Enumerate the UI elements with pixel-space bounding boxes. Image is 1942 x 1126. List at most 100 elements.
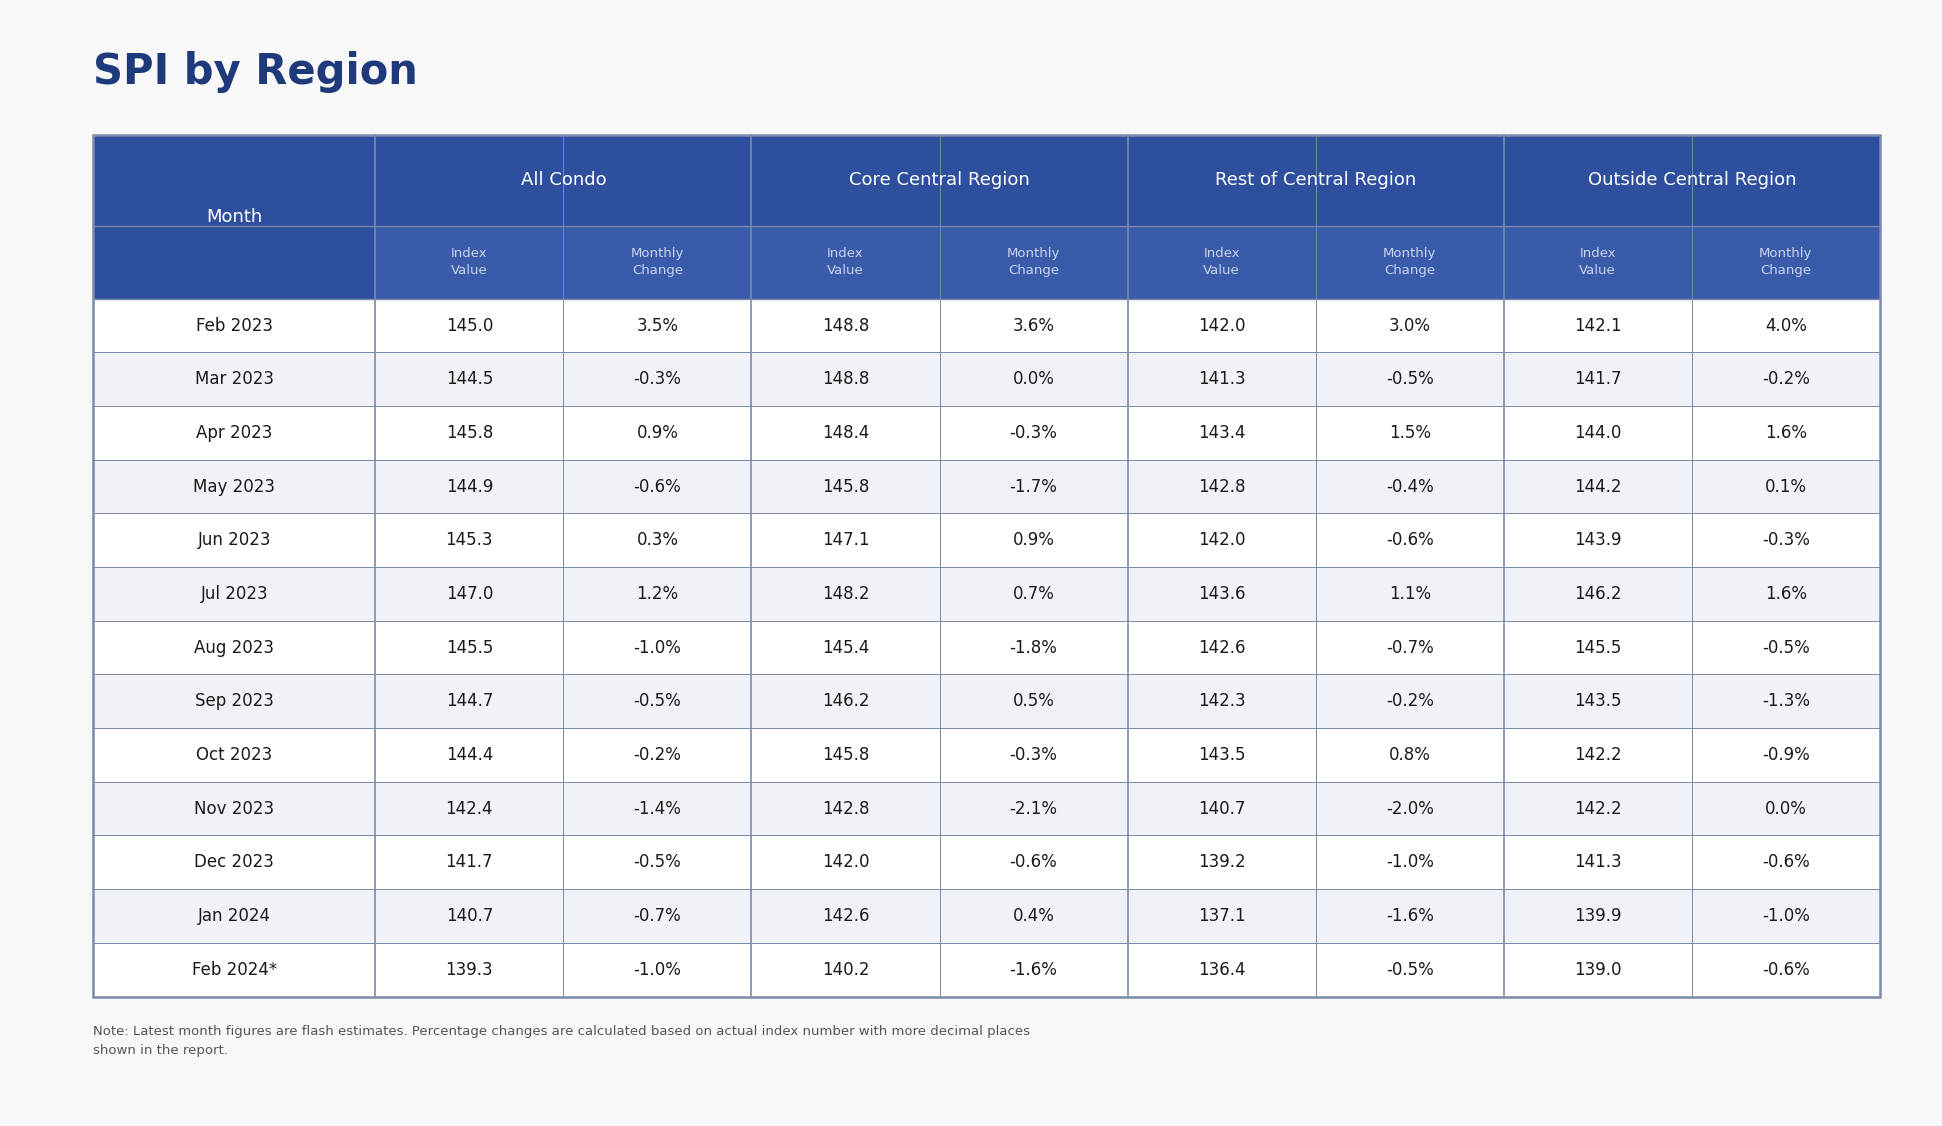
Text: 0.0%: 0.0% xyxy=(1012,370,1055,388)
Bar xyxy=(93,620,1880,674)
Bar xyxy=(93,135,1880,997)
Text: Feb 2023: Feb 2023 xyxy=(196,316,272,334)
Text: 146.2: 146.2 xyxy=(821,692,870,711)
Text: 145.0: 145.0 xyxy=(445,316,493,334)
Text: 0.1%: 0.1% xyxy=(1765,477,1806,495)
Bar xyxy=(563,225,752,298)
Text: Feb 2024*: Feb 2024* xyxy=(192,960,278,978)
Text: Index
Value: Index Value xyxy=(827,248,864,277)
Text: 144.4: 144.4 xyxy=(445,747,493,763)
Text: -0.6%: -0.6% xyxy=(1010,854,1058,872)
Text: SPI by Region: SPI by Region xyxy=(93,51,418,92)
Text: -1.0%: -1.0% xyxy=(633,960,682,978)
Text: 1.6%: 1.6% xyxy=(1765,425,1806,443)
Bar xyxy=(940,225,1128,298)
Text: Nov 2023: Nov 2023 xyxy=(194,799,274,817)
Text: 0.0%: 0.0% xyxy=(1765,799,1806,817)
Text: 145.5: 145.5 xyxy=(1575,638,1622,656)
Text: Monthly
Change: Monthly Change xyxy=(631,248,684,277)
Text: -1.4%: -1.4% xyxy=(633,799,682,817)
Text: -1.3%: -1.3% xyxy=(1761,692,1810,711)
Text: -0.3%: -0.3% xyxy=(1010,425,1058,443)
Text: 4.0%: 4.0% xyxy=(1765,316,1806,334)
Text: 148.2: 148.2 xyxy=(821,586,870,604)
Text: 145.5: 145.5 xyxy=(445,638,493,656)
Text: All Condo: All Condo xyxy=(520,171,606,189)
Text: -2.1%: -2.1% xyxy=(1010,799,1058,817)
Text: 1.6%: 1.6% xyxy=(1765,586,1806,604)
Text: -0.5%: -0.5% xyxy=(633,692,682,711)
Text: -0.6%: -0.6% xyxy=(1761,960,1810,978)
Text: 143.9: 143.9 xyxy=(1575,531,1622,549)
Bar xyxy=(93,406,1880,459)
Text: 0.3%: 0.3% xyxy=(637,531,678,549)
Text: -1.0%: -1.0% xyxy=(1761,908,1810,924)
Text: 3.6%: 3.6% xyxy=(1012,316,1055,334)
Text: 0.9%: 0.9% xyxy=(637,425,678,443)
Text: 147.1: 147.1 xyxy=(821,531,870,549)
Text: 0.8%: 0.8% xyxy=(1389,747,1431,763)
Text: 144.2: 144.2 xyxy=(1575,477,1622,495)
Text: -1.0%: -1.0% xyxy=(1387,854,1433,872)
Text: Index
Value: Index Value xyxy=(1204,248,1241,277)
Text: Oct 2023: Oct 2023 xyxy=(196,747,272,763)
Text: 140.7: 140.7 xyxy=(445,908,493,924)
Text: -1.8%: -1.8% xyxy=(1010,638,1058,656)
Text: 148.8: 148.8 xyxy=(821,316,870,334)
Text: -1.7%: -1.7% xyxy=(1010,477,1058,495)
Bar xyxy=(1128,225,1315,298)
Text: 143.4: 143.4 xyxy=(1198,425,1245,443)
Text: Jul 2023: Jul 2023 xyxy=(200,586,268,604)
Text: 142.8: 142.8 xyxy=(1198,477,1245,495)
Text: 141.7: 141.7 xyxy=(1575,370,1622,388)
Text: 142.1: 142.1 xyxy=(1573,316,1622,334)
Bar xyxy=(93,729,1880,781)
Bar xyxy=(1128,135,1503,225)
Text: 140.2: 140.2 xyxy=(821,960,870,978)
Bar xyxy=(93,835,1880,890)
Bar xyxy=(1503,135,1880,225)
Text: 148.4: 148.4 xyxy=(821,425,870,443)
Bar xyxy=(375,225,563,298)
Text: Dec 2023: Dec 2023 xyxy=(194,854,274,872)
Text: -0.5%: -0.5% xyxy=(1387,960,1433,978)
Text: 3.5%: 3.5% xyxy=(637,316,678,334)
Text: -0.5%: -0.5% xyxy=(1387,370,1433,388)
Text: 144.0: 144.0 xyxy=(1575,425,1622,443)
Bar xyxy=(93,781,1880,835)
Text: -0.2%: -0.2% xyxy=(1761,370,1810,388)
Bar xyxy=(93,513,1880,568)
Text: Sep 2023: Sep 2023 xyxy=(194,692,274,711)
Text: -0.3%: -0.3% xyxy=(1761,531,1810,549)
Text: Core Central Region: Core Central Region xyxy=(849,171,1029,189)
Text: -0.7%: -0.7% xyxy=(1387,638,1433,656)
Text: 1.5%: 1.5% xyxy=(1389,425,1431,443)
Text: Apr 2023: Apr 2023 xyxy=(196,425,272,443)
Text: -0.6%: -0.6% xyxy=(1387,531,1433,549)
Text: Mar 2023: Mar 2023 xyxy=(194,370,274,388)
Bar xyxy=(93,352,1880,406)
Text: 139.0: 139.0 xyxy=(1575,960,1622,978)
Bar xyxy=(1503,225,1691,298)
Bar xyxy=(375,135,752,225)
Text: 139.2: 139.2 xyxy=(1198,854,1245,872)
Text: 146.2: 146.2 xyxy=(1575,586,1622,604)
Text: 143.5: 143.5 xyxy=(1575,692,1622,711)
Text: 141.3: 141.3 xyxy=(1573,854,1622,872)
Text: -0.9%: -0.9% xyxy=(1761,747,1810,763)
Text: -0.6%: -0.6% xyxy=(1761,854,1810,872)
Text: Rest of Central Region: Rest of Central Region xyxy=(1216,171,1416,189)
Bar xyxy=(93,674,1880,729)
Text: 139.9: 139.9 xyxy=(1575,908,1622,924)
Text: 142.3: 142.3 xyxy=(1198,692,1245,711)
Text: Index
Value: Index Value xyxy=(451,248,487,277)
Text: 140.7: 140.7 xyxy=(1198,799,1245,817)
Text: 142.2: 142.2 xyxy=(1573,799,1622,817)
Text: -0.2%: -0.2% xyxy=(633,747,682,763)
Text: Monthly
Change: Monthly Change xyxy=(1006,248,1060,277)
Text: -1.6%: -1.6% xyxy=(1387,908,1433,924)
Text: -2.0%: -2.0% xyxy=(1387,799,1433,817)
Bar xyxy=(1691,225,1880,298)
Text: 1.2%: 1.2% xyxy=(637,586,678,604)
Bar xyxy=(93,942,1880,997)
